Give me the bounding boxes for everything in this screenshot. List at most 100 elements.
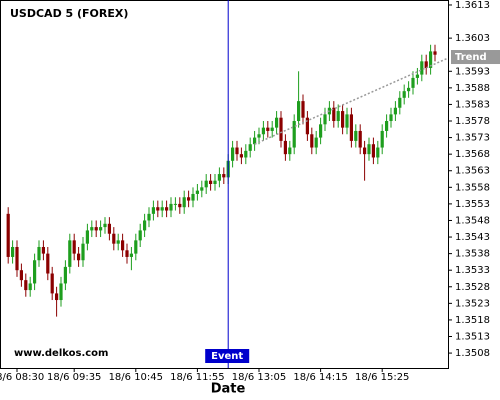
y-tick-label: 1.3538 [455, 249, 490, 260]
candle-body [24, 280, 28, 291]
candle-body [63, 266, 67, 284]
y-tick-label: 1.3533 [455, 265, 490, 276]
candle-body [297, 101, 301, 122]
candle-body [50, 273, 54, 294]
candle-body [354, 130, 358, 141]
trend-box [451, 50, 500, 65]
candle-body [310, 134, 314, 148]
x-tick-label: 18/6 10:45 [109, 372, 163, 383]
candle-body [222, 174, 226, 178]
candle-body [204, 180, 208, 188]
candle-body [420, 61, 424, 75]
candle-body [99, 227, 103, 231]
candle-body [253, 137, 257, 145]
candle-body [46, 253, 50, 274]
y-tick-label: 1.3528 [455, 282, 490, 293]
x-tick-label: 18/6 11:55 [170, 372, 224, 383]
event-box [205, 349, 250, 363]
candle-body [358, 130, 362, 148]
candle-body [156, 207, 160, 211]
candle-body [103, 223, 107, 228]
y-tick-label: 1.3603 [455, 33, 490, 44]
candle-body [90, 227, 94, 231]
candle-body [59, 283, 63, 301]
y-tick-label: 1.3568 [455, 149, 490, 160]
watermark: www.delkos.com [14, 348, 108, 359]
y-tick-label: 1.3583 [455, 99, 490, 110]
candle-body [279, 117, 283, 141]
candle-body [380, 130, 384, 148]
candle-body [6, 213, 10, 257]
event-label: Event [211, 351, 243, 362]
candle-body [121, 240, 125, 251]
candle-body [107, 223, 111, 234]
x-tick-label: 18/6 14:15 [293, 372, 347, 383]
candle-body [244, 150, 248, 158]
candle-body [424, 61, 428, 68]
candle-body [195, 190, 199, 194]
candle-body [398, 97, 402, 108]
candle-body [288, 147, 292, 155]
candle-body [55, 293, 59, 301]
candle-body [182, 197, 186, 208]
candle-body [336, 111, 340, 122]
candle-body [411, 77, 415, 88]
candle-body [231, 147, 235, 161]
candle-body [37, 246, 41, 261]
candle-body [33, 260, 37, 284]
candle-body [376, 147, 380, 158]
candle-body [407, 87, 411, 92]
candle-body [261, 127, 265, 135]
candle-body [169, 203, 173, 211]
y-tick-label: 1.3563 [455, 166, 490, 177]
candle-body [112, 233, 116, 244]
x-tick-label: 18/6 13:05 [232, 372, 286, 383]
candle-body [371, 144, 375, 158]
x-tick-label: 18/6 09:35 [47, 372, 101, 383]
candle-body [129, 253, 133, 257]
candle-body [41, 246, 45, 254]
candle-body [160, 207, 164, 211]
candle-body [239, 154, 243, 158]
candle-body [367, 144, 371, 155]
x-tick-label: 18/6 15:25 [355, 372, 409, 383]
candle-body [134, 240, 138, 254]
candle-body [389, 114, 393, 122]
candle-body [319, 124, 323, 138]
candle-body [433, 51, 437, 55]
candle-body [143, 220, 147, 231]
candle-body [393, 107, 397, 115]
candle-body [332, 107, 336, 122]
candle-body [305, 117, 309, 135]
plot-frame [0, 0, 449, 369]
candle-body [116, 240, 120, 244]
candle-body [385, 121, 389, 131]
y-tick-label: 1.3553 [455, 199, 490, 210]
candle-body [81, 243, 85, 261]
y-tick-label: 1.3518 [455, 315, 490, 326]
candle-body [72, 240, 76, 254]
y-tick-label: 1.3513 [455, 332, 490, 343]
candle-body [429, 51, 433, 68]
candle-body [68, 240, 72, 267]
candle-body [138, 230, 142, 241]
x-axis-label: Date [211, 382, 246, 397]
candle-body [15, 246, 19, 271]
candle-body [173, 203, 177, 205]
y-tick-label: 1.3573 [455, 133, 490, 144]
chart-title: USDCAD 5 (FOREX) [10, 7, 128, 20]
candle-body [270, 127, 274, 131]
candle-body [151, 207, 155, 214]
y-tick-label: 1.3613 [455, 0, 490, 11]
trend-line [254, 57, 449, 145]
candle-body [147, 213, 151, 221]
candle-body [283, 140, 287, 155]
y-tick-label: 1.3508 [455, 348, 490, 359]
candle-body [77, 253, 81, 261]
candle-body [213, 180, 217, 184]
candle-body [257, 134, 261, 138]
candle-body [415, 74, 419, 78]
candle-body [341, 111, 345, 128]
candle-body [200, 187, 204, 191]
